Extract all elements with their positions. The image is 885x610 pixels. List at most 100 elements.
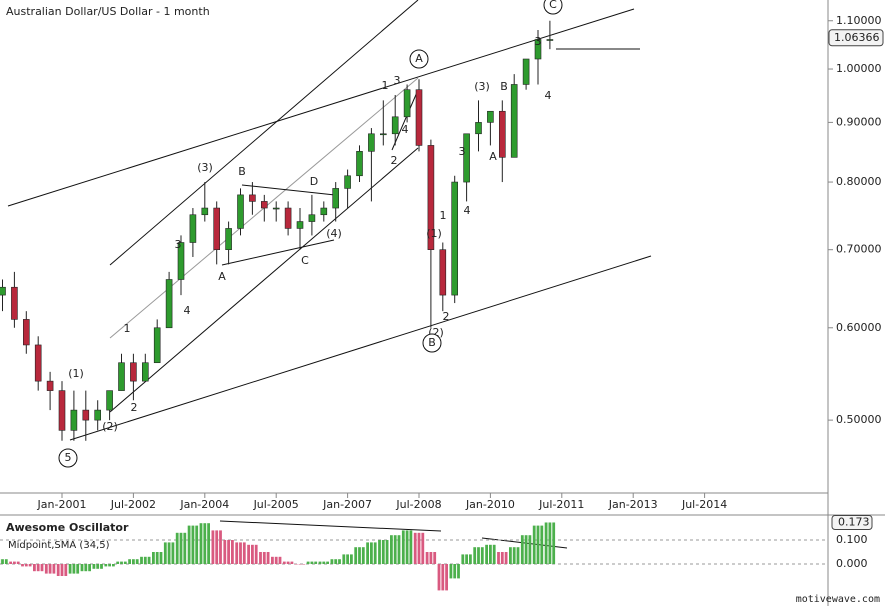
oscillator-bar (469, 554, 472, 564)
wave-label: C (301, 254, 309, 267)
wave-label: 4 (184, 304, 191, 317)
oscillator-bar (465, 554, 468, 564)
oscillator-bar (263, 552, 266, 564)
oscillator-bar (61, 564, 64, 576)
oscillator-bar (243, 542, 246, 564)
oscillator-bar (41, 564, 44, 571)
oscillator-bar (552, 522, 555, 564)
oscillator-title: Awesome Oscillator (6, 521, 129, 534)
oscillator-bar (295, 564, 298, 565)
oscillator-bar (81, 564, 84, 571)
candle-body (11, 287, 17, 319)
chart-title: Australian Dollar/US Dollar - 1 month (6, 5, 210, 18)
oscillator-bar (299, 564, 302, 565)
wave-label: 2 (391, 154, 398, 167)
oscillator-bar (195, 526, 198, 564)
oscillator-bar (533, 526, 536, 564)
oscillator-bar (219, 530, 222, 564)
oscillator-bar (25, 564, 28, 566)
candle-body (142, 363, 148, 381)
oscillator-bar (501, 552, 504, 564)
wave-label: 1 (124, 322, 131, 335)
wave-label: (1) (68, 367, 84, 380)
candle-body (166, 279, 172, 327)
candle-body (440, 250, 446, 295)
x-tick-label: Jul-2014 (681, 498, 727, 511)
oscillator-bar (457, 564, 460, 578)
oscillator-bar (235, 542, 238, 564)
y-tick-label: 0.70000 (836, 243, 882, 256)
wave-label: A (218, 270, 226, 283)
x-tick-label: Jul-2005 (253, 498, 299, 511)
candle-body (202, 208, 208, 215)
oscillator-bar (529, 535, 532, 564)
oscillator-bar (493, 545, 496, 564)
oscillator-bar (57, 564, 60, 576)
candle-body (214, 208, 220, 250)
y-tick-label: 0.60000 (836, 321, 882, 334)
oscillator-bar (160, 552, 163, 564)
oscillator-bar (231, 540, 234, 564)
oscillator-bar (410, 530, 413, 564)
candle-body (130, 363, 136, 381)
oscillator-bar (172, 542, 175, 564)
oscillator-bar (64, 564, 67, 576)
oscillator-bar (342, 554, 345, 564)
oscillator-bar (366, 542, 369, 564)
oscillator-bar (386, 540, 389, 564)
y-tick-label: 0.50000 (836, 413, 882, 426)
candle-body (297, 222, 303, 229)
oscillator-bar (33, 564, 36, 571)
wave-label: 4 (545, 89, 552, 102)
x-tick-label: Jul-2011 (538, 498, 584, 511)
wave-label: (2) (102, 420, 118, 433)
wave-label: D (310, 175, 318, 188)
x-tick-label: Jul-2008 (395, 498, 441, 511)
candle-body (452, 182, 458, 295)
candle-body (261, 201, 267, 208)
last-value-label: 1.06366 (834, 31, 880, 44)
candle-body (357, 151, 363, 175)
oscillator-bar (453, 564, 456, 578)
y-tick-label: 1.10000 (836, 14, 882, 27)
candle-body (499, 111, 505, 157)
oscillator-bar (441, 564, 444, 590)
oscillator-bar (481, 547, 484, 564)
oscillator-bar (513, 547, 516, 564)
oscillator-bar (350, 554, 353, 564)
oscillator-bar (128, 559, 131, 564)
candle-body (154, 328, 160, 363)
x-tick-label: Jul-2002 (110, 498, 156, 511)
oscillator-bar (180, 533, 183, 564)
oscillator-bar (279, 557, 282, 564)
wave-label: (1) (426, 227, 442, 240)
oscillator-bar (445, 564, 448, 590)
oscillator-bar (450, 564, 453, 578)
oscillator-bar (461, 554, 464, 564)
oscillator-bar (398, 535, 401, 564)
oscillator-bar (283, 562, 286, 564)
oscillator-bar (255, 545, 258, 564)
wave-label: B (238, 165, 246, 178)
wave-label: 4 (464, 204, 471, 217)
oscillator-bar (307, 562, 310, 564)
oscillator-bar (394, 535, 397, 564)
oscillator-bar (239, 542, 242, 564)
oscillator-bar (505, 552, 508, 564)
oscillator-bar (116, 562, 119, 564)
y-tick-label: 1.00000 (836, 62, 882, 75)
x-tick-label: Jan-2013 (608, 498, 658, 511)
candle-body (416, 90, 422, 146)
oscillator-bar (136, 559, 139, 564)
wave-label: 2 (131, 401, 138, 414)
wave-label: 3 (175, 238, 182, 251)
oscillator-bar (545, 522, 548, 564)
oscillator-bar (433, 552, 436, 564)
y-tick-label: 0.80000 (836, 175, 882, 188)
oscillator-bar (509, 547, 512, 564)
oscillator-bar (188, 526, 191, 564)
oscillator-bar (1, 559, 4, 564)
oscillator-bar (275, 557, 278, 564)
oscillator-bar (247, 545, 250, 564)
